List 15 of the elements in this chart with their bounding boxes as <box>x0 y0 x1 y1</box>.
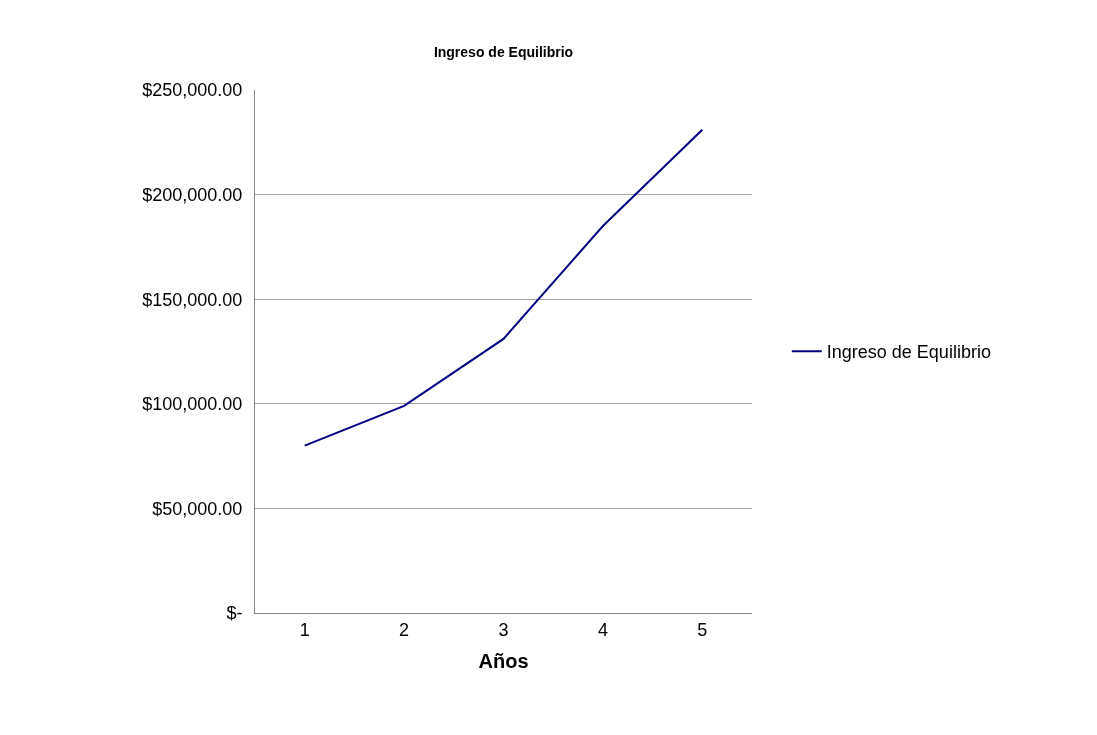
x-tick-label: 4 <box>597 619 608 640</box>
x-tick-label: 2 <box>399 619 410 640</box>
x-axis-title: Años <box>478 650 529 673</box>
y-tick-label: $200,000.00 <box>142 184 243 205</box>
legend-label: Ingreso de Equilibrio <box>826 342 991 363</box>
x-tick-label: 1 <box>299 619 310 640</box>
y-tick-label: $100,000.00 <box>142 394 243 415</box>
y-tick-label: $- <box>226 603 243 624</box>
y-tick-label: $250,000.00 <box>142 80 243 101</box>
chart-title: Ingreso de Equilibrio <box>433 43 574 60</box>
y-tick-label: $50,000.00 <box>152 498 243 519</box>
line-series <box>303 128 704 447</box>
x-tick-label: 3 <box>498 619 509 640</box>
x-tick-label: 5 <box>697 619 708 640</box>
y-tick-label: $150,000.00 <box>142 289 243 310</box>
